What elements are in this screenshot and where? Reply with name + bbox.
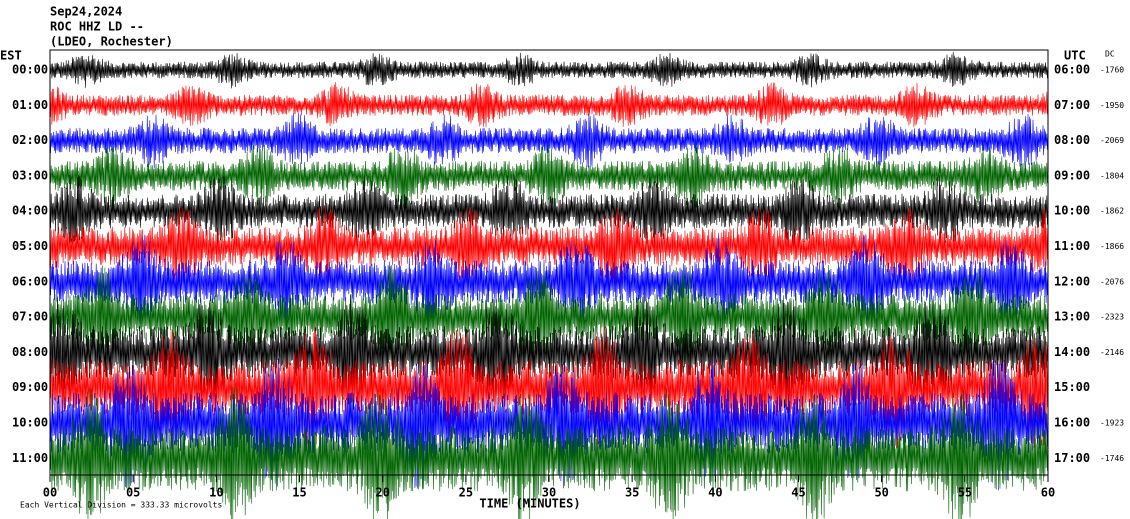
x-tick-label: 45 [791, 486, 805, 500]
x-tick-label: 15 [292, 486, 306, 500]
x-tick-label: 20 [375, 486, 389, 500]
utc-label: 16:00 [1054, 416, 1090, 430]
x-tick-label: 25 [459, 486, 473, 500]
dc-value: -2069 [1100, 136, 1124, 145]
x-tick-label: 30 [542, 486, 556, 500]
traces [49, 51, 1049, 519]
trace [49, 112, 1049, 169]
dc-value: -1862 [1100, 207, 1124, 216]
est-label: 11:00 [12, 451, 48, 465]
est-label: 01:00 [12, 98, 48, 112]
utc-label: 14:00 [1054, 345, 1090, 359]
trace [49, 204, 1049, 290]
dc-value: -1950 [1100, 101, 1124, 110]
trace [49, 295, 1049, 410]
est-label: 10:00 [12, 416, 48, 430]
trace [49, 51, 1049, 89]
trace [49, 174, 1049, 247]
trace [49, 234, 1049, 330]
utc-label: 10:00 [1054, 204, 1090, 218]
utc-label: 17:00 [1054, 451, 1090, 465]
x-axis-label: TIME (MINUTES) [479, 497, 580, 511]
utc-label: 06:00 [1054, 63, 1090, 77]
x-tick-label: 10 [209, 486, 223, 500]
utc-label: 15:00 [1054, 380, 1090, 394]
header-location: (LDEO, Rochester) [50, 35, 173, 49]
trace [49, 143, 1049, 209]
dc-value: -2146 [1100, 348, 1124, 357]
x-tick-label: 35 [625, 486, 639, 500]
trace [49, 82, 1049, 128]
dc-value: -2323 [1100, 313, 1124, 322]
trace [49, 264, 1049, 368]
utc-label: 07:00 [1054, 98, 1090, 112]
utc-label: 12:00 [1054, 274, 1090, 288]
x-tick-label: 50 [874, 486, 888, 500]
x-tick-label: 40 [708, 486, 722, 500]
dc-title: DC [1105, 50, 1115, 59]
est-label: 00:00 [12, 63, 48, 77]
dc-value: -1923 [1100, 419, 1124, 428]
dc-value: -1804 [1100, 171, 1124, 180]
est-label: 02:00 [12, 133, 48, 147]
x-tick-label: 05 [126, 486, 140, 500]
trace [49, 358, 1049, 491]
footer: Each Vertical Division = 333.33 microvol… [20, 501, 222, 510]
est-label: 08:00 [12, 345, 48, 359]
utc-label: 09:00 [1054, 168, 1090, 182]
dc-value: -1746 [1100, 454, 1124, 463]
left-title: EST [0, 49, 22, 63]
est-label: 09:00 [12, 380, 48, 394]
x-tick-label: 60 [1041, 486, 1055, 500]
est-label: 07:00 [12, 310, 48, 324]
x-tick-label: 00 [43, 486, 57, 500]
utc-label: 13:00 [1054, 310, 1090, 324]
trace [49, 325, 1049, 449]
est-label: 06:00 [12, 274, 48, 288]
header-date: Sep24,2024 [50, 5, 122, 19]
dc-value: -2076 [1100, 277, 1124, 286]
dc-value: -1760 [1100, 66, 1124, 75]
dc-value: -1866 [1100, 242, 1124, 251]
est-label: 05:00 [12, 239, 48, 253]
trace [49, 387, 1049, 519]
utc-label: 11:00 [1054, 239, 1090, 253]
x-tick-label: 55 [958, 486, 972, 500]
utc-label: 08:00 [1054, 133, 1090, 147]
est-label: 03:00 [12, 168, 48, 182]
header-station: ROC HHZ LD -- [50, 20, 144, 34]
right-title: UTC [1064, 49, 1086, 63]
est-label: 04:00 [12, 204, 48, 218]
